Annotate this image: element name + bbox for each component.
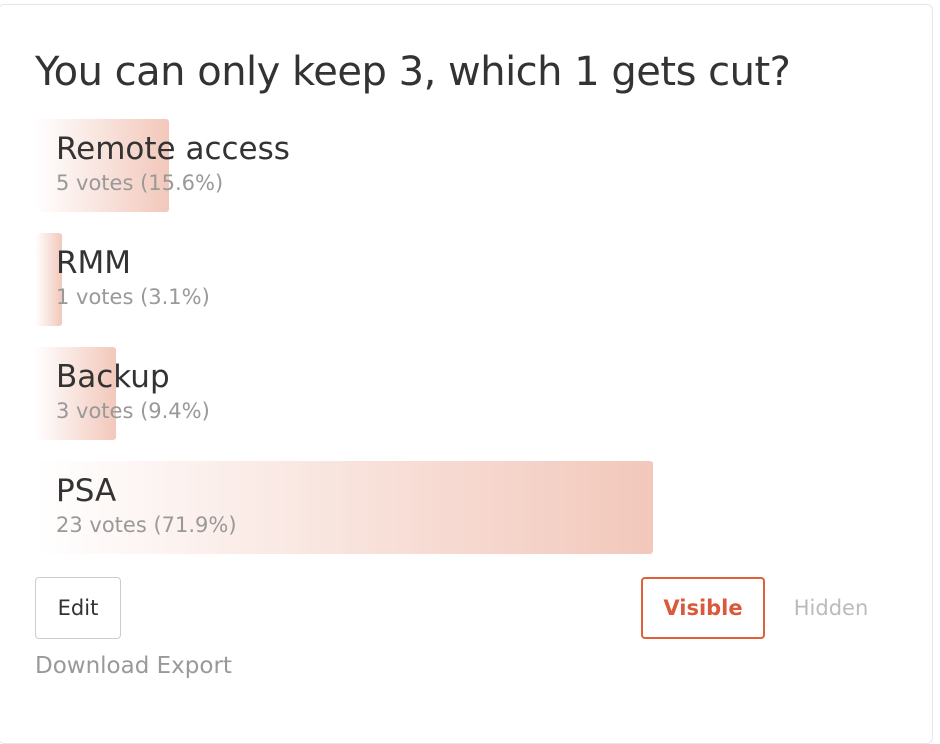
option-label: Remote access (56, 131, 290, 167)
option-result: 1 votes (3.1%) (56, 285, 210, 309)
export-link[interactable]: Download Export (35, 653, 232, 679)
option: Backup 3 votes (9.4%) (35, 347, 895, 440)
page: You can only keep 3, which 1 gets cut? R… (0, 4, 933, 744)
option: PSA 23 votes (71.9%) (35, 461, 895, 554)
result-bar (35, 461, 654, 554)
option-label: RMM (56, 245, 132, 281)
visible-button[interactable]: Visible (641, 577, 765, 639)
option-label: PSA (56, 473, 117, 509)
option: Remote access 5 votes (15.6%) (35, 119, 895, 212)
poll-card: You can only keep 3, which 1 gets cut? R… (0, 4, 933, 744)
option-result: 23 votes (71.9%) (56, 513, 237, 537)
hidden-button[interactable]: Hidden (793, 596, 869, 620)
option-result: 3 votes (9.4%) (56, 399, 210, 423)
option: RMM 1 votes (3.1%) (35, 233, 895, 326)
edit-button[interactable]: Edit (35, 577, 121, 639)
poll-title: You can only keep 3, which 1 gets cut? (35, 49, 791, 95)
result-bar (35, 347, 116, 440)
result-bar (35, 119, 170, 212)
option-label: Backup (56, 359, 170, 395)
result-bar (35, 233, 62, 326)
option-result: 5 votes (15.6%) (56, 171, 224, 195)
